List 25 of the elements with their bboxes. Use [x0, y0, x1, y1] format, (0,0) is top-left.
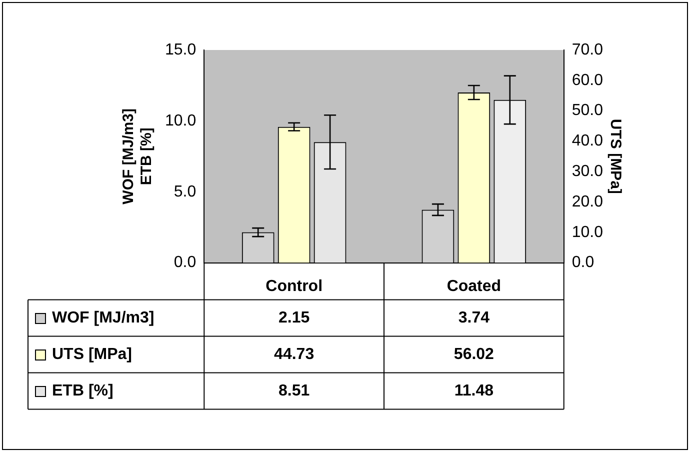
- y2-axis-title: UTS [MPa]: [606, 118, 624, 194]
- y-tick-label: 5.0: [174, 183, 196, 200]
- x-tick-label: Coated: [446, 278, 502, 295]
- data-label: 11.48: [454, 382, 494, 400]
- y2-tick-label: 10.0: [572, 224, 604, 241]
- y-tick-label: 0.0: [174, 254, 196, 272]
- y-tick-label: 15.0: [165, 41, 196, 58]
- y2-tick-label: 20.0: [572, 193, 604, 210]
- legend-label: ETB [%]: [52, 382, 114, 400]
- data-label: 3.74: [458, 309, 490, 326]
- y2-tick-label: 70.0: [572, 41, 604, 58]
- legend-label: UTS [MPa]: [52, 346, 132, 363]
- y-tick-label: 10.0: [165, 112, 196, 130]
- legend-label: WOF [MJ/m3]: [52, 309, 154, 326]
- y-axis-title: WOF [MJ/m3] ETB [%]: [120, 108, 156, 204]
- y2-tick-label: 0.0: [572, 254, 594, 272]
- y2-tick-label: 50.0: [572, 102, 604, 120]
- y2-tick-label: 30.0: [572, 163, 604, 180]
- data-label: 44.73: [274, 346, 314, 363]
- data-label: 8.51: [278, 382, 310, 400]
- x-tick-label: Control: [266, 278, 323, 295]
- y2-tick-label: 60.0: [572, 72, 604, 89]
- y2-tick-label: 40.0: [572, 132, 604, 150]
- data-label: 56.02: [454, 346, 494, 363]
- data-label: 2.15: [278, 309, 310, 326]
